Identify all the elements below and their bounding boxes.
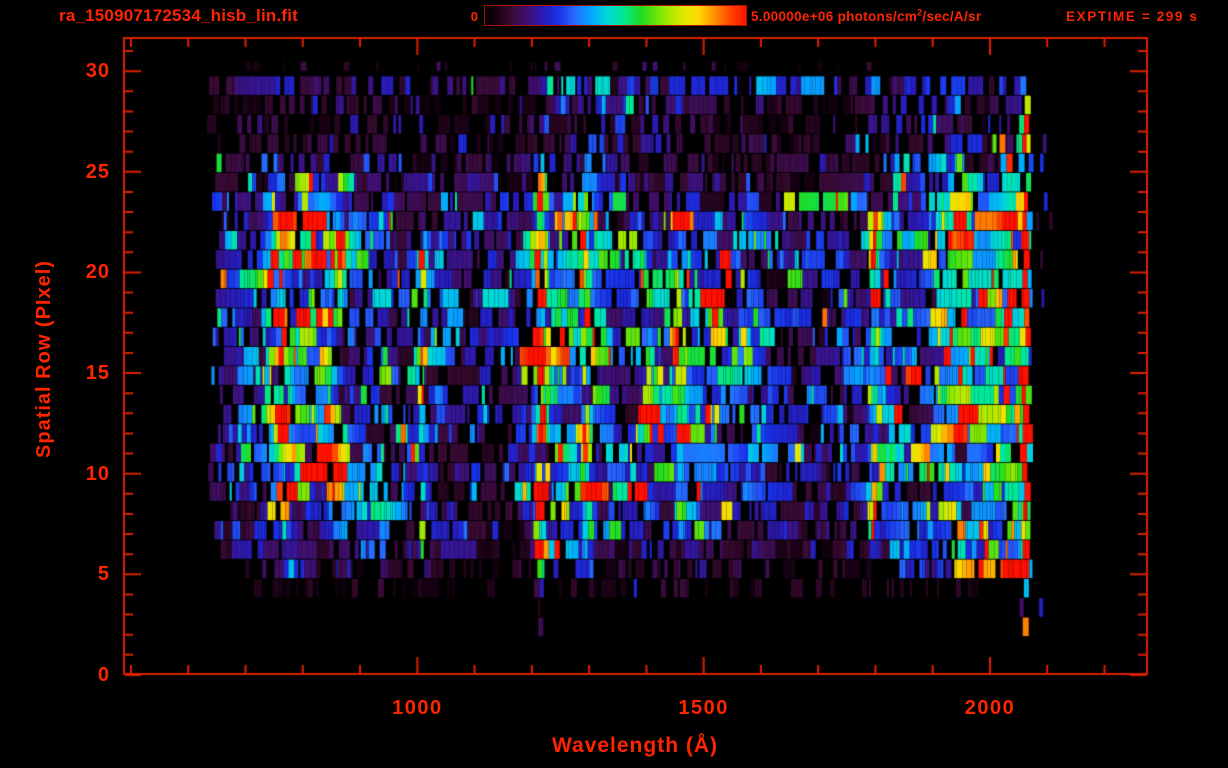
y-tick-label-25: 25 (85, 160, 110, 183)
x-axis-title: Wavelength (Å) (551, 734, 719, 757)
colorbar-max-label: 5.00000e+06 photons/cm2/sec/A/sr (751, 7, 982, 24)
colorbar-min-label: 0 (470, 9, 478, 24)
x-tick-label-2000: 2000 (964, 697, 1016, 719)
colorbar-units-post: /sec/A/sr (922, 9, 982, 24)
y-tick-label-15: 15 (85, 362, 110, 385)
colorbar-units-pre: photons/cm (833, 9, 918, 24)
colorbar (484, 5, 747, 26)
figure-title: ra_150907172534_hisb_lin.fit (59, 6, 299, 25)
y-tick-label-30: 30 (85, 60, 110, 83)
y-tick-label-0: 0 (97, 664, 110, 686)
colorbar-max-value: 5.00000e+06 (751, 9, 834, 24)
y-tick-label-5: 5 (97, 563, 110, 586)
y-tick-label-20: 20 (85, 261, 110, 284)
colorbar-units-superscript: 2 (917, 7, 923, 18)
y-tick-label-10: 10 (85, 462, 110, 485)
x-tick-label-1500: 1500 (678, 697, 729, 719)
x-tick-label-1000: 1000 (392, 697, 443, 719)
exptime-label: EXPTIME = 299 s (1066, 9, 1199, 24)
